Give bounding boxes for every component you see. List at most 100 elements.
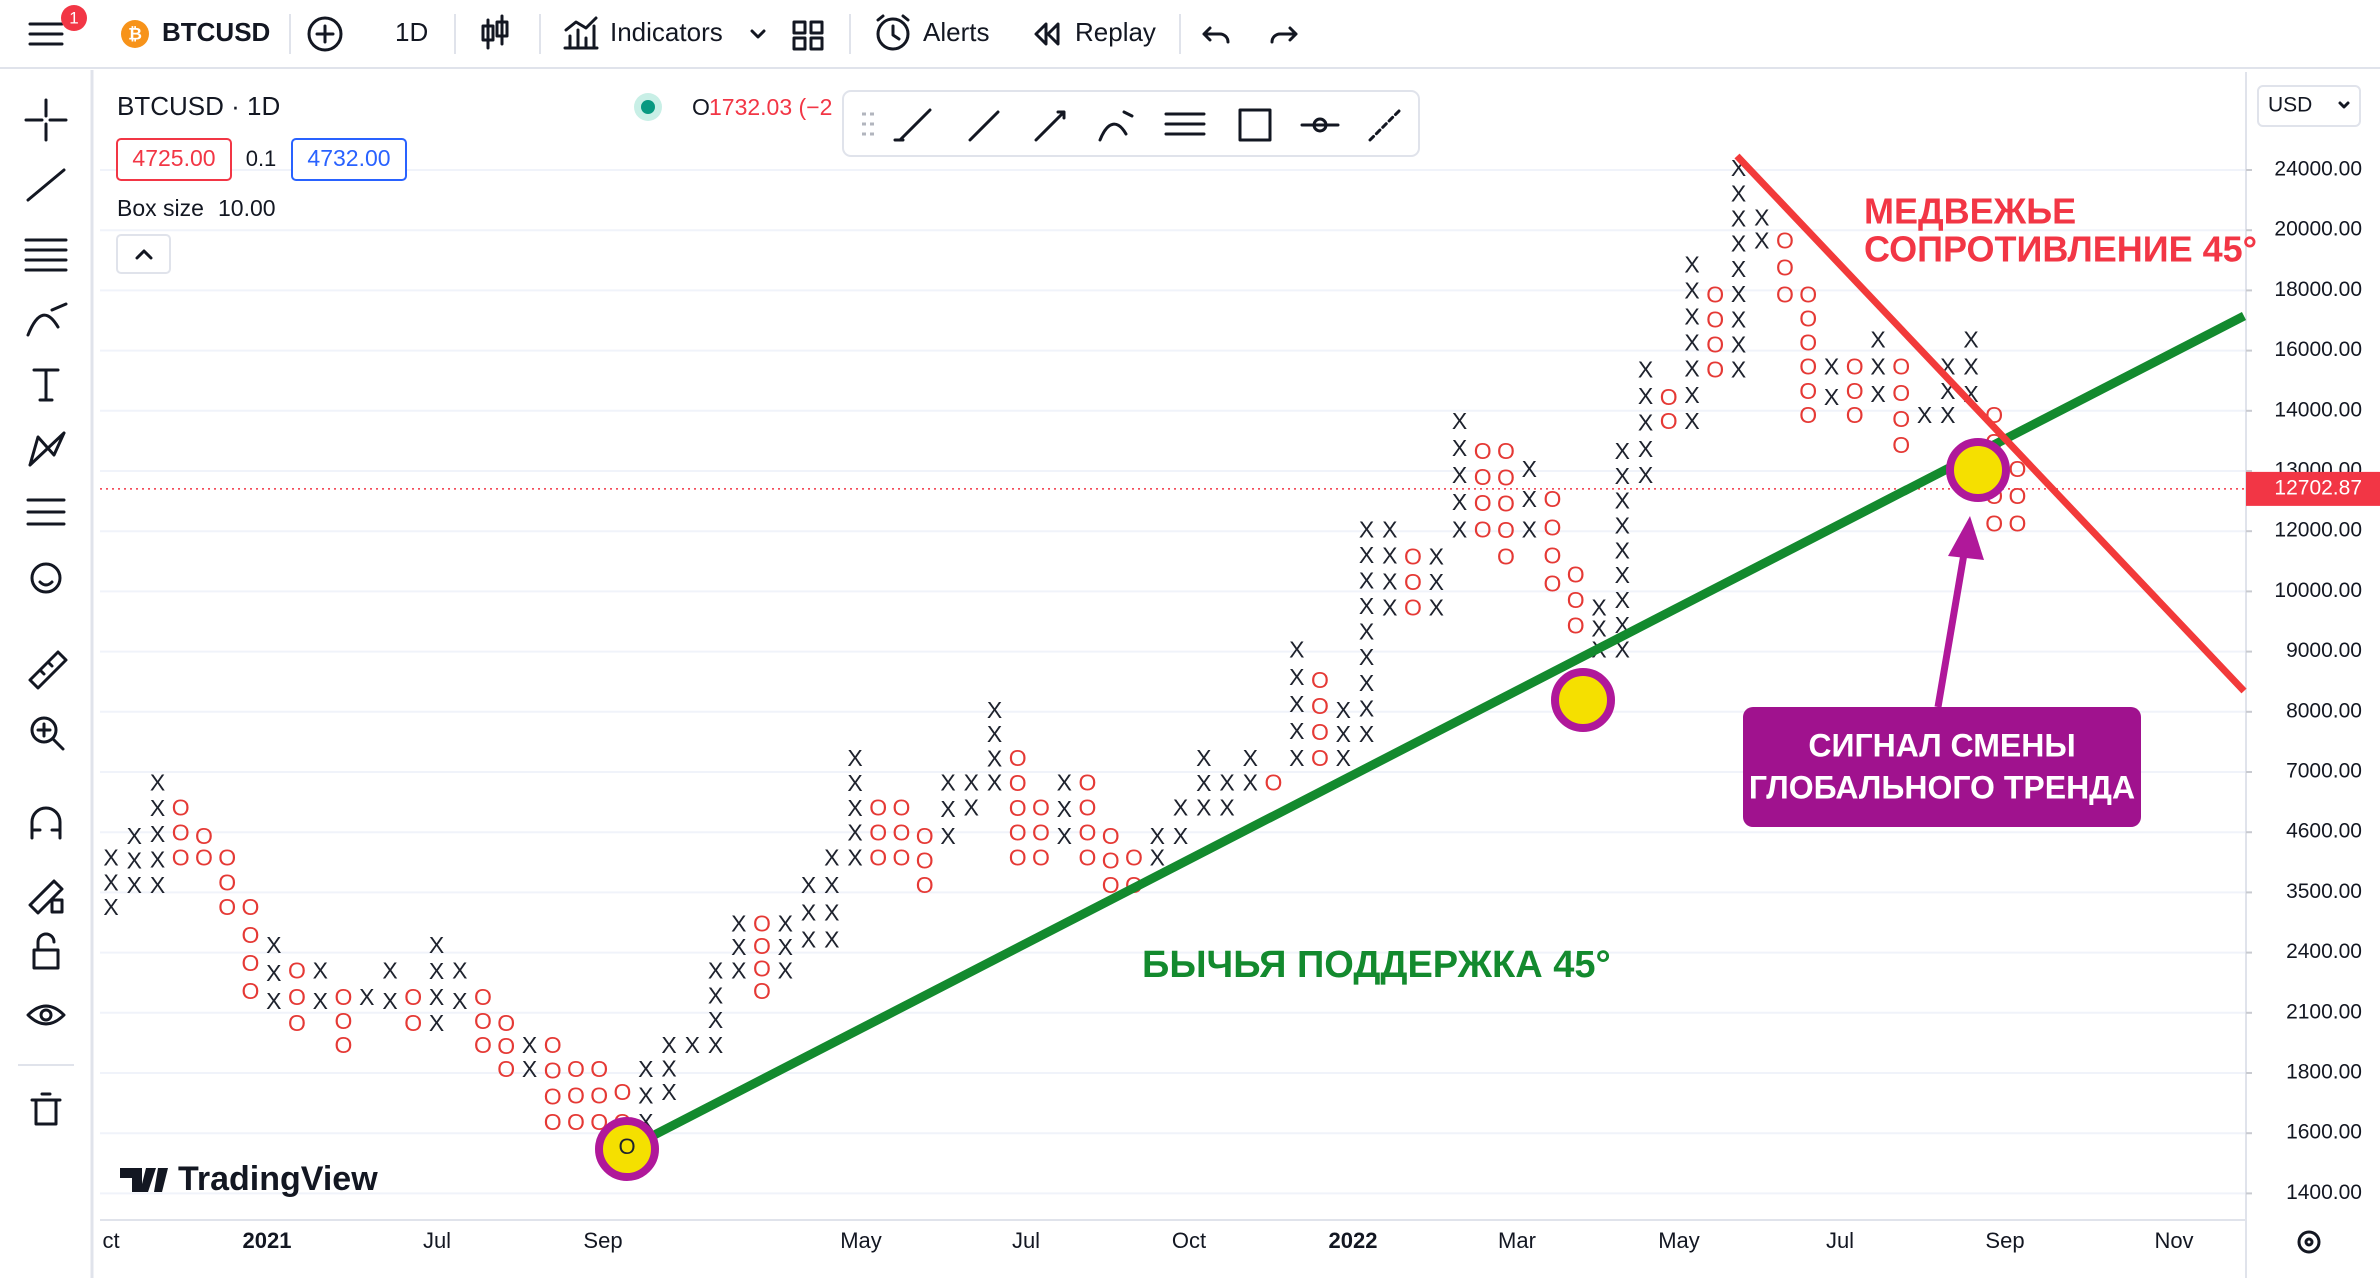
x-tick-label: Jul	[1826, 1228, 1854, 1253]
pnf-box: X	[1359, 619, 1374, 645]
y-tick-label: 14000.00	[2274, 398, 2362, 421]
pnf-box: X	[1359, 695, 1374, 721]
pnf-box: O	[1892, 354, 1910, 380]
ray-tool[interactable]	[1368, 108, 1402, 142]
y-tick-label: 1800.00	[2286, 1061, 2362, 1084]
prediction-tool[interactable]	[26, 498, 66, 526]
ruler-tool[interactable]	[28, 650, 68, 690]
pnf-box: X	[847, 820, 862, 846]
trend-line-tool[interactable]	[26, 168, 66, 202]
pnf-box: X	[1289, 637, 1304, 663]
signal-arrow	[1934, 547, 1969, 708]
replay-button[interactable]: Replay	[1034, 17, 1156, 47]
parallel-tool[interactable]	[1164, 112, 1206, 136]
pnf-box: X	[150, 770, 165, 796]
pnf-box: O	[1311, 693, 1329, 719]
pencil-tool[interactable]	[893, 108, 932, 142]
pattern-tool[interactable]	[28, 431, 66, 467]
menu-button[interactable]: 1	[28, 5, 87, 46]
alerts-button[interactable]: Alerts	[876, 14, 989, 51]
symbol-button[interactable]: ₿ BTCUSD	[121, 17, 270, 48]
pnf-box: O	[404, 984, 422, 1010]
pnf-box: O	[1892, 406, 1910, 432]
x-tick-label: 2021	[243, 1228, 292, 1253]
x-tick-label: Sep	[1985, 1228, 2024, 1253]
pnf-column: OOO	[869, 795, 887, 871]
pnf-column: OO	[404, 984, 422, 1036]
pnf-box: O	[218, 869, 236, 895]
pnf-box: O	[242, 894, 260, 920]
pnf-column: XX	[1219, 770, 1234, 821]
line-tool[interactable]	[968, 110, 1000, 142]
pnf-box: X	[1429, 569, 1444, 595]
collapse-legend-button[interactable]	[116, 234, 171, 274]
pnf-box: X	[313, 988, 328, 1014]
undo-button[interactable]	[1202, 26, 1230, 44]
pnf-box: O	[869, 845, 887, 871]
pnf-column: OOO	[497, 1010, 515, 1082]
hide-tool[interactable]	[26, 1004, 66, 1026]
pnf-box: O	[1544, 570, 1562, 596]
delete-tool[interactable]	[30, 1092, 62, 1126]
pnf-box: O	[1079, 845, 1097, 871]
pnf-box: X	[1615, 513, 1630, 539]
interval-button[interactable]: 1D	[395, 17, 428, 47]
layouts-button[interactable]	[792, 20, 824, 51]
chart-type-button[interactable]	[481, 14, 509, 50]
brush-tool-2[interactable]	[1098, 110, 1134, 142]
pnf-box: X	[1638, 357, 1653, 383]
pnf-box: X	[847, 770, 862, 796]
pnf-box: X	[1824, 384, 1839, 410]
indicators-button[interactable]: Indicators	[563, 16, 766, 50]
pnf-column: XXX	[778, 910, 793, 983]
horizontal-line-tool[interactable]	[1300, 117, 1340, 133]
rectangle-tool[interactable]	[1238, 108, 1272, 142]
pnf-box: O	[172, 820, 190, 846]
y-tick-label: 2100.00	[2286, 1000, 2362, 1023]
pnf-box: O	[1892, 380, 1910, 406]
pnf-box: X	[1684, 277, 1699, 303]
pnf-box: X	[1638, 383, 1653, 409]
pnf-box: O	[1079, 795, 1097, 821]
currency-select[interactable]: USD	[2257, 85, 2361, 127]
pnf-box: X	[1359, 721, 1374, 747]
pnf-box: X	[638, 1056, 653, 1082]
brush-tool[interactable]	[26, 302, 68, 337]
pnf-box: X	[1173, 823, 1188, 849]
fib-tool[interactable]	[24, 238, 68, 272]
pnf-box: O	[218, 894, 236, 920]
pnf-column: XXX	[266, 932, 281, 1014]
pnf-box: X	[1615, 562, 1630, 588]
pnf-box: O	[916, 847, 934, 873]
pnf-box: X	[1359, 644, 1374, 670]
lock-drawings-tool[interactable]	[28, 879, 64, 915]
pnf-column: OOO	[916, 823, 934, 898]
pnf-box: X	[801, 927, 816, 953]
settings-button[interactable]	[2297, 1230, 2321, 1254]
bear-trend-line	[1734, 153, 2247, 694]
pnf-column: OOO	[172, 795, 190, 871]
pnf-box: X	[1754, 205, 1769, 231]
redo-button[interactable]	[1270, 26, 1298, 44]
icons-tool[interactable]	[30, 562, 62, 594]
compare-button[interactable]	[307, 16, 343, 52]
pnf-box: X	[1452, 489, 1467, 515]
zoom-tool[interactable]	[30, 716, 65, 751]
pnf-box: X	[1731, 357, 1746, 383]
lock-tool[interactable]	[32, 932, 60, 970]
crosshair-tool[interactable]	[24, 98, 68, 142]
pnf-box: O	[1799, 281, 1817, 307]
pnf-box: X	[382, 958, 397, 984]
pnf-column: OO	[195, 823, 213, 871]
signal-circle	[1946, 438, 2010, 502]
pnf-box: O	[497, 1033, 515, 1059]
bear-label: МЕДВЕЖЬЕ	[1864, 191, 2076, 232]
text-tool[interactable]	[32, 368, 60, 402]
arrow-tool[interactable]	[1034, 110, 1066, 142]
magnet-tool[interactable]	[30, 806, 62, 840]
pnf-box: O	[1544, 514, 1562, 540]
pnf-box: X	[1684, 330, 1699, 356]
